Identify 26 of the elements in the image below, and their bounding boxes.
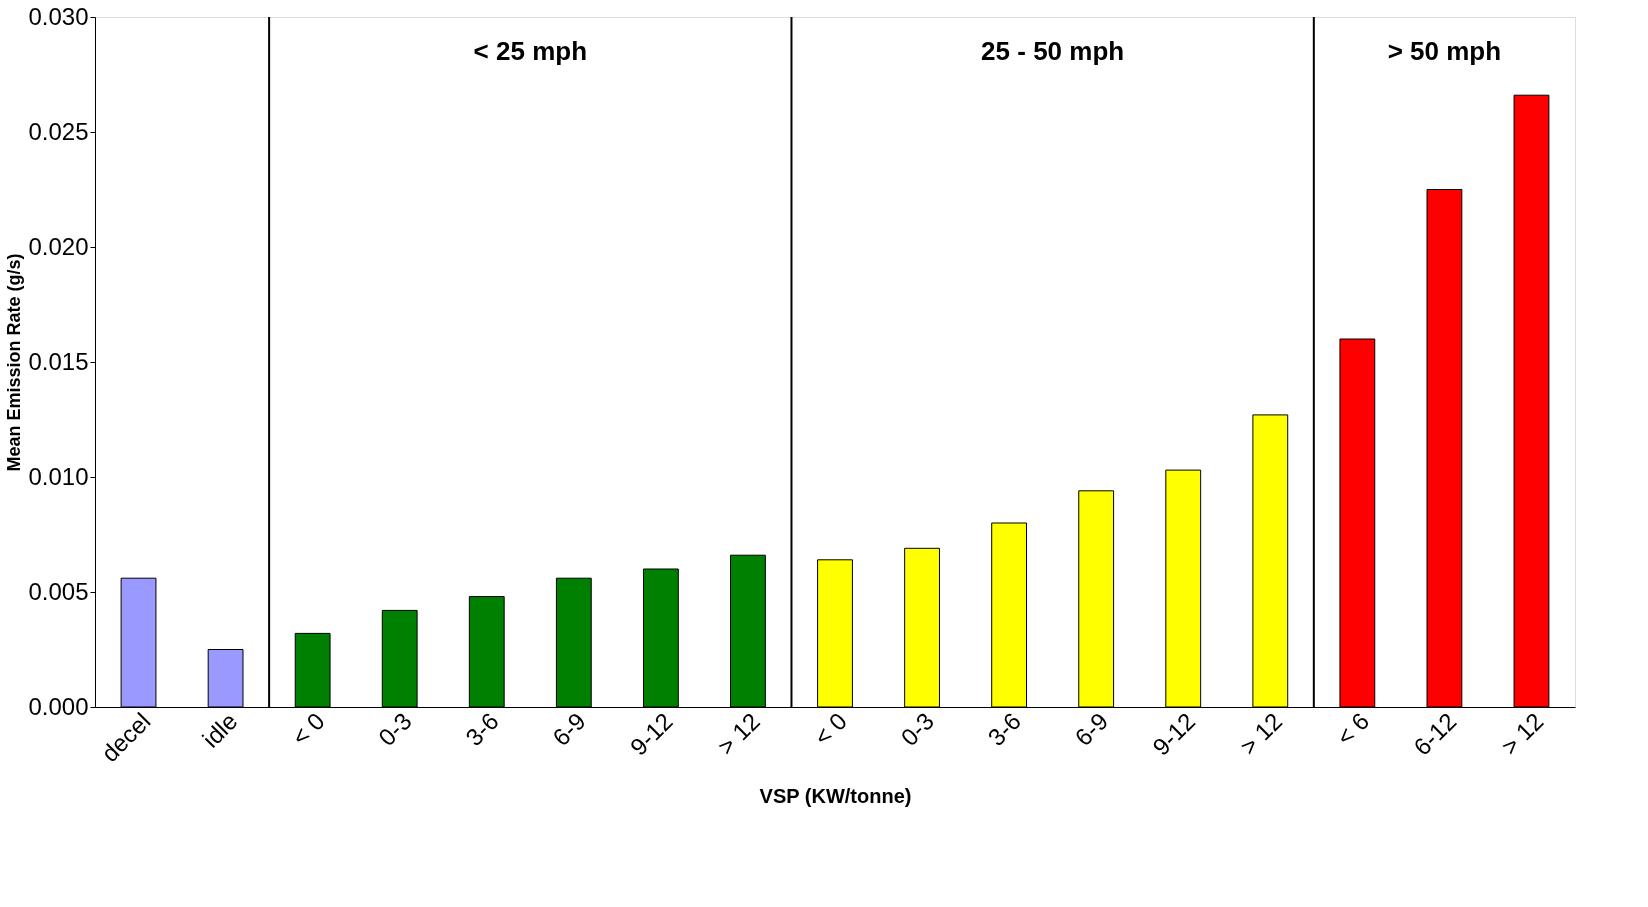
x-tick-label: > 12 (712, 707, 765, 760)
x-tick-label: 6-9 (1069, 707, 1114, 751)
x-axis-title: VSP (KW/tonne) (759, 785, 912, 808)
annotation: < 25 mph (473, 36, 588, 66)
x-tick-label: > 12 (1495, 707, 1549, 760)
y-tick-label: 0.015 (28, 347, 89, 375)
x-tick-label: 3-6 (982, 707, 1027, 751)
x-tick-label: < 6 (1331, 707, 1375, 751)
x-tick-label: 0-3 (895, 707, 940, 751)
x-tick-label: idle (197, 707, 243, 753)
annotation: 25 - 50 mph (981, 36, 1125, 66)
x-tick-label: < 0 (286, 707, 330, 751)
y-tick-label: 0.005 (28, 577, 89, 605)
y-tick-label: 0.030 (28, 2, 89, 30)
x-tick-label: 0-3 (373, 707, 417, 751)
annotation: > 50 mph (1387, 36, 1502, 66)
x-tick-label: 6-12 (1408, 707, 1462, 761)
x-tick-label: 6-9 (547, 707, 591, 751)
y-axis-title: Mean Emission Rate (g/s) (4, 253, 25, 472)
x-tick-label: > 12 (1234, 707, 1288, 760)
x-tick-label: < 0 (808, 707, 852, 751)
y-tick-label: 0.000 (28, 692, 89, 720)
x-tick-label: 3-6 (460, 707, 504, 751)
y-tick-label: 0.020 (28, 232, 89, 260)
y-tick-label: 0.025 (28, 117, 89, 145)
y-tick-label: 0.010 (28, 462, 89, 490)
